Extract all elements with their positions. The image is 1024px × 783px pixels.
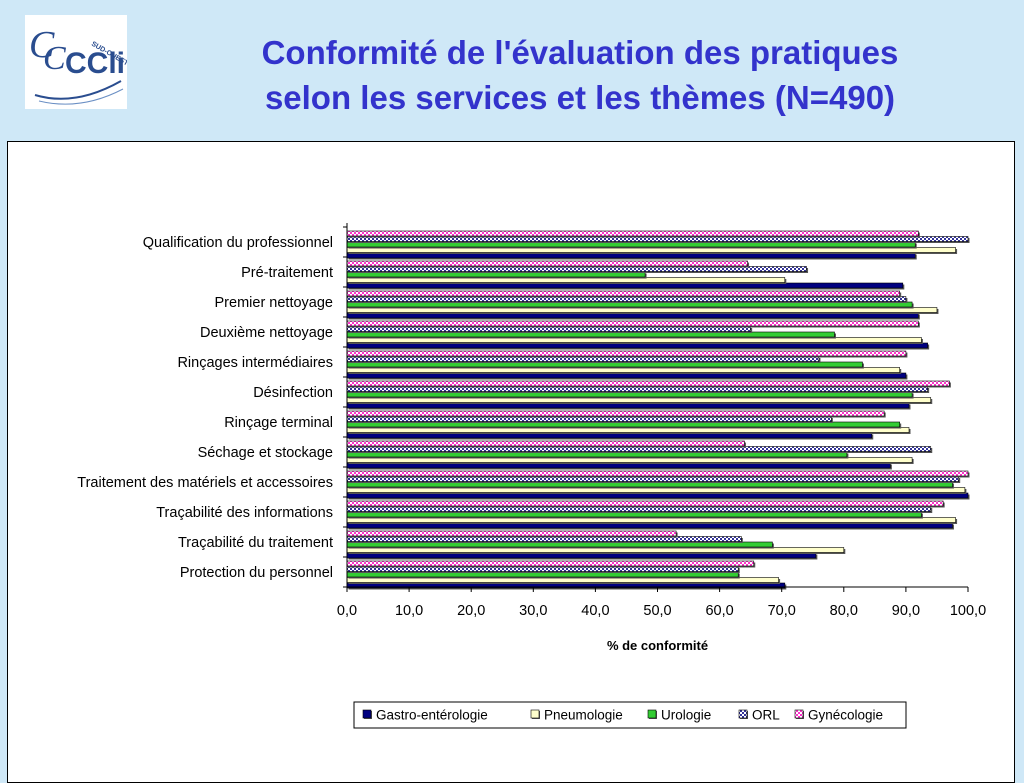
logo-text: CClin [65, 47, 127, 80]
legend-swatch [647, 709, 657, 719]
category-label: Qualification du professionnel [143, 235, 333, 251]
legend-label: Gynécologie [808, 708, 883, 723]
bar-chart: Qualification du professionnel Pré-traite… [77, 223, 986, 729]
title-line-1: Conformité de l'évaluation des pratiques [261, 34, 899, 71]
cclin-logo: C C CClin SUD-OUEST [25, 15, 143, 109]
legend-swatch [362, 709, 372, 719]
bar [346, 470, 969, 477]
category-label: Rinçage terminal [224, 415, 333, 431]
bar [346, 380, 950, 387]
x-axis-title: % de conformité [607, 638, 708, 653]
x-tick-label: 60,0 [705, 603, 733, 619]
page-title: Conformité de l'évaluation des pratiques… [140, 30, 1020, 120]
legend [353, 701, 907, 729]
category-label: Pré-traitement [241, 265, 333, 281]
x-tick-label: 40,0 [581, 603, 609, 619]
legend-label: Gastro-entérologie [376, 708, 488, 723]
category-label: Premier nettoyage [215, 295, 333, 311]
x-tick-label: 70,0 [768, 603, 796, 619]
category-label: Séchage et stockage [198, 445, 333, 461]
bar [346, 410, 885, 417]
bar [346, 320, 919, 327]
category-label: Traitement des matériels et accessoires [77, 475, 333, 491]
x-tick-label: 100,0 [950, 603, 986, 619]
legend-swatch [530, 709, 540, 719]
bar [346, 290, 900, 297]
legend-label: Pneumologie [544, 708, 623, 723]
x-tick-label: 0,0 [337, 603, 357, 619]
bar [346, 230, 919, 237]
cclin-logo-graphic: C C CClin SUD-OUEST [29, 24, 143, 105]
legend-swatch [794, 709, 804, 719]
bar [346, 500, 944, 507]
title-line-2: selon les services et les thèmes (N=490) [264, 79, 896, 116]
category-label: Désinfection [253, 385, 333, 401]
x-tick-label: 30,0 [519, 603, 547, 619]
legend-label: Urologie [661, 708, 711, 723]
bar [346, 440, 745, 447]
x-tick-label: 20,0 [457, 603, 485, 619]
bar [346, 530, 677, 537]
svg-text:C: C [29, 24, 55, 66]
category-label: Traçabilité des informations [156, 505, 333, 521]
bar [346, 260, 748, 267]
category-label: Protection du personnel [180, 565, 333, 581]
legend-swatch [738, 709, 748, 719]
bar [346, 560, 755, 567]
x-tick-label: 50,0 [643, 603, 671, 619]
category-label: Deuxième nettoyage [200, 325, 333, 341]
category-label: Traçabilité du traitement [178, 535, 333, 551]
chart-area: Qualification du professionnel Pré-traite… [7, 141, 1015, 783]
svg-text:C: C [43, 40, 66, 77]
legend-label: ORL [752, 708, 780, 723]
x-tick-label: 90,0 [892, 603, 920, 619]
bar [346, 350, 907, 357]
x-tick-label: 10,0 [395, 603, 423, 619]
category-label: Rinçages intermédiaires [177, 355, 333, 371]
x-tick-label: 80,0 [830, 603, 858, 619]
